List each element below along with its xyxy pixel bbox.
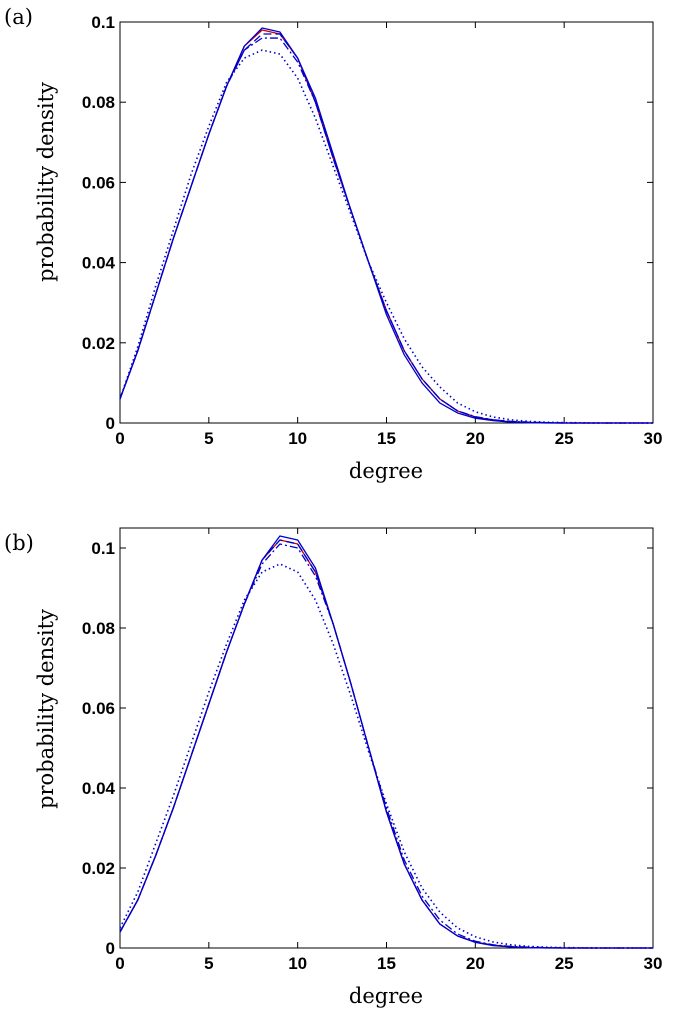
y-tick-label-a-1: 0.02 [82, 334, 115, 353]
y-tick-label-b-4: 0.08 [82, 619, 115, 638]
x-tick-label-a-0: 0 [115, 429, 124, 448]
series-line-b-4 [119, 563, 653, 949]
x-tick-label-a-3: 15 [377, 429, 396, 448]
series-line-a-3 [119, 37, 653, 424]
y-axis-label-a: probability density [34, 82, 58, 282]
axis-ticks-b: 0 5 10 15 20 25 30 0 0.02 0.04 0.06 0.08 0.1 [82, 528, 663, 973]
y-tick-label-a-3: 0.06 [82, 173, 115, 192]
chart-panel-a: (a) degree probability density 0 5 10 15 20 2… [4, 5, 662, 483]
x-tick-label-b-2: 10 [288, 954, 307, 973]
y-tick-label-a-0: 0 [106, 414, 115, 433]
y-tick-label-a-2: 0.04 [82, 254, 116, 273]
y-tick-label-b-3: 0.06 [82, 699, 115, 718]
series-line-a-2 [119, 33, 653, 424]
y-axis-label-b: probability density [34, 609, 58, 809]
panel-label-a: (a) [4, 5, 33, 29]
y-tick-label-a-4: 0.08 [82, 93, 115, 112]
x-tick-label-a-6: 30 [644, 429, 663, 448]
series-lines-b [119, 535, 653, 949]
plot-frame-b [119, 527, 654, 949]
plot-frame-a [119, 21, 654, 424]
chart-panel-b: (b) degree probability density 0 5 10 15 20 2… [4, 527, 663, 1008]
x-axis-label-b: degree [349, 984, 423, 1008]
y-tick-label-a-5: 0.1 [91, 13, 115, 32]
x-tick-label-b-6: 30 [644, 954, 663, 973]
series-line-a-4 [119, 49, 653, 424]
x-tick-label-b-5: 25 [555, 954, 574, 973]
y-tick-label-b-1: 0.02 [82, 859, 115, 878]
y-tick-label-b-2: 0.04 [82, 779, 116, 798]
series-line-a-1 [119, 27, 653, 424]
x-tick-label-b-3: 15 [377, 954, 396, 973]
x-tick-label-a-1: 5 [204, 429, 213, 448]
series-line-b-1 [119, 535, 653, 949]
x-tick-label-a-2: 10 [288, 429, 307, 448]
x-tick-label-b-0: 0 [115, 954, 124, 973]
series-lines-a [119, 27, 653, 424]
x-tick-label-b-4: 20 [466, 954, 485, 973]
series-line-a-0 [119, 29, 653, 424]
series-line-b-0 [119, 539, 653, 949]
x-axis-label-a: degree [349, 459, 423, 483]
y-tick-label-b-5: 0.1 [91, 539, 115, 558]
x-tick-label-a-5: 25 [555, 429, 574, 448]
axis-ticks-a: 0 5 10 15 20 25 30 0 0.02 0.04 0.06 0.08 0.1 [82, 13, 663, 448]
x-tick-label-b-1: 5 [204, 954, 213, 973]
panel-label-b: (b) [4, 531, 34, 555]
series-line-b-3 [119, 543, 653, 949]
series-line-b-2 [119, 539, 653, 949]
y-tick-label-b-0: 0 [106, 939, 115, 958]
x-tick-label-a-4: 20 [466, 429, 485, 448]
